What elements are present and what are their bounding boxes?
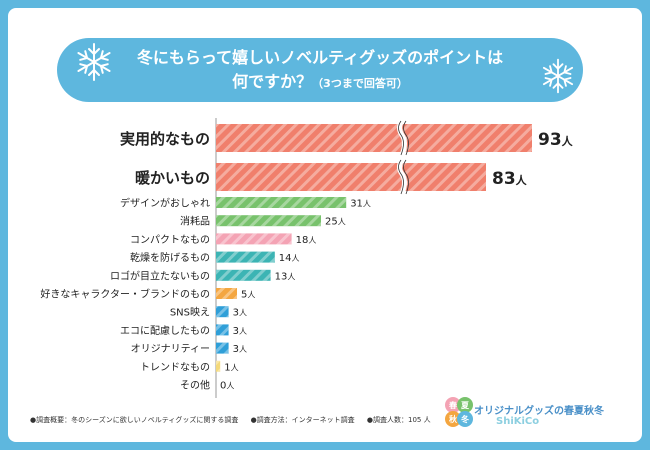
value-unit: 人 xyxy=(516,173,528,187)
value-label: 1人 xyxy=(224,362,238,373)
logo-season: 夏 xyxy=(460,401,470,410)
category-label: 消耗品 xyxy=(180,215,210,228)
axis-break xyxy=(397,119,407,156)
bar-stripe xyxy=(216,306,229,318)
axis-break-line xyxy=(398,159,404,195)
value-unit: 人 xyxy=(292,254,300,263)
logo-season: 冬 xyxy=(461,414,469,424)
bar-stripe xyxy=(216,197,347,208)
title-line-1: 冬にもらって嬉しいノベルティグッズのポイントは xyxy=(136,48,504,67)
survey-footer: ●調査概要：冬のシーズンに欲しいノベルティグッズに関する調査 ●調査方法：インタ… xyxy=(30,415,441,425)
value-label: 0人 xyxy=(220,381,234,392)
logo-season: 春 xyxy=(449,400,457,410)
value-label: 3人 xyxy=(233,344,247,355)
title-banner: 冬にもらって嬉しいノベルティグッズのポイントは 何ですか？（3つまで回答可） xyxy=(57,38,583,102)
svg-text:春夏秋冬: 春夏秋冬 xyxy=(448,400,470,424)
bar-stripe xyxy=(216,360,221,372)
value-label: 14人 xyxy=(279,253,300,264)
logo-season: 秋 xyxy=(448,414,458,424)
logo-sub: ShiKiCo xyxy=(496,416,540,427)
value-label: 83人 xyxy=(492,169,528,189)
axis-break-line xyxy=(398,120,404,156)
value-unit: 人 xyxy=(247,291,255,300)
snowflake-icon xyxy=(542,58,574,94)
value-unit: 人 xyxy=(338,218,346,227)
value-unit: 人 xyxy=(562,134,574,148)
bar-stripe xyxy=(216,269,271,281)
title-question: 何ですか？ xyxy=(232,72,313,91)
value-unit: 人 xyxy=(239,345,247,354)
value-unit: 人 xyxy=(226,382,234,391)
value-label: 93人 xyxy=(538,130,574,150)
footer-survey: ●調査概要：冬のシーズンに欲しいノベルティグッズに関する調査 xyxy=(30,416,239,424)
value-unit: 人 xyxy=(363,200,371,209)
category-label: ロゴが目立たないもの xyxy=(110,269,210,282)
value-unit: 人 xyxy=(308,236,316,245)
value-label: 18人 xyxy=(296,235,317,246)
category-label: エコに配慮したもの xyxy=(120,324,210,337)
value-unit: 人 xyxy=(239,309,247,318)
snowflake-icon xyxy=(77,43,111,81)
category-label: 暖かいもの xyxy=(135,169,210,187)
value-label: 5人 xyxy=(241,290,255,301)
chart-title: 冬にもらって嬉しいノベルティグッズのポイントは 何ですか？（3つまで回答可） xyxy=(57,46,583,96)
bar-stripe xyxy=(216,215,321,227)
category-label: 乾燥を防げるもの xyxy=(130,251,210,264)
category-label: コンパクトなもの xyxy=(130,234,210,246)
bar-stripe xyxy=(216,342,229,354)
axis-break-line xyxy=(403,120,409,156)
title-note: （3つまで回答可） xyxy=(312,77,408,90)
category-label: 実用的なもの xyxy=(120,130,210,148)
value-unit: 人 xyxy=(239,327,247,336)
footer-method: ●調査方法：インターネット調査 xyxy=(250,416,355,424)
bar-stripe xyxy=(216,324,229,336)
bar-stripe xyxy=(216,288,237,299)
value-label: 13人 xyxy=(275,271,296,282)
category-label: 好きなキャラクター・ブランドのもの xyxy=(40,288,210,301)
category-label: トレンドなもの xyxy=(140,361,210,373)
value-label: 31人 xyxy=(350,199,371,210)
value-label: 3人 xyxy=(233,326,247,337)
bar-stripe xyxy=(216,233,292,245)
axis-break-line xyxy=(403,159,409,195)
logo-name: オリジナルグッズの春夏秋冬 xyxy=(474,406,604,417)
value-unit: 人 xyxy=(287,272,295,281)
value-unit: 人 xyxy=(231,363,239,372)
bar-stripe xyxy=(216,124,532,152)
bar-stripe xyxy=(216,251,275,263)
bar-stripe xyxy=(216,163,486,191)
value-label: 25人 xyxy=(325,217,346,228)
shikico-logo-icon: 春夏秋冬 xyxy=(445,397,473,427)
axis-break xyxy=(397,158,407,195)
footer-count: ●調査人数：105 人 xyxy=(366,416,431,424)
category-label: SNS映え xyxy=(170,307,210,319)
value-label: 3人 xyxy=(233,308,247,319)
category-label: オリジナリティー xyxy=(131,343,210,355)
title-line-2: 何ですか？（3つまで回答可） xyxy=(57,70,583,96)
category-label: デザインがおしゃれ xyxy=(120,197,210,210)
category-label: その他 xyxy=(180,379,210,392)
